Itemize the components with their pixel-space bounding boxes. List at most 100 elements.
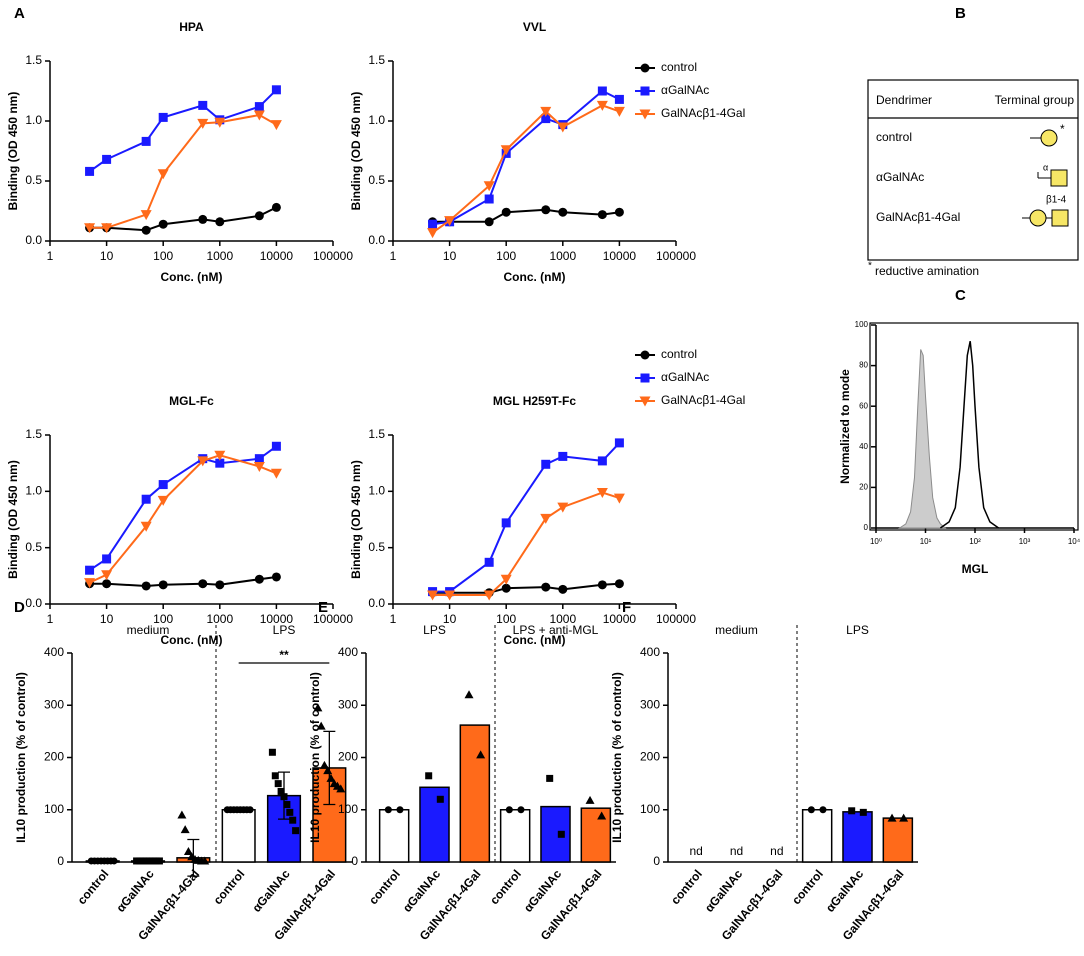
marker: [500, 145, 512, 156]
marker: [597, 86, 607, 96]
marker: [444, 216, 456, 227]
marker: [640, 350, 650, 360]
line: [432, 89, 620, 226]
linkage-label: α: [1043, 162, 1048, 172]
marker: [254, 211, 264, 221]
marker: [558, 451, 568, 461]
bar: [499, 809, 531, 863]
x-tick-label: 10: [100, 612, 114, 626]
x-axis-label: Conc. (nM): [504, 270, 566, 284]
marker: [283, 801, 291, 809]
marker: [277, 787, 285, 795]
marker: [197, 456, 209, 467]
y-tick-label: 300: [338, 697, 358, 711]
y-tick-label: 0: [864, 523, 869, 532]
y-tick-label: 1.5: [25, 53, 42, 67]
x-tick-label: 10²: [969, 537, 981, 546]
x-tick-label: 10¹: [920, 537, 932, 546]
marker: [428, 219, 438, 229]
marker: [597, 580, 607, 590]
marker: [155, 857, 163, 865]
marker: [444, 590, 456, 601]
marker: [517, 806, 525, 814]
marker: [483, 590, 495, 601]
y-tick-label: 1.5: [368, 427, 385, 441]
marker: [198, 100, 208, 110]
marker: [557, 830, 565, 838]
line: [432, 104, 620, 234]
marker: [254, 574, 264, 584]
y-tick-label: 1.5: [368, 53, 385, 67]
panel-label: B: [955, 5, 966, 22]
marker: [215, 217, 225, 227]
marker: [596, 100, 608, 111]
marker: [102, 154, 112, 164]
group-label: LPS + anti-MGL: [513, 623, 599, 637]
y-tick-label: 1.0: [25, 484, 42, 498]
marker: [101, 223, 113, 234]
marker: [597, 811, 607, 820]
table-header: Terminal group: [995, 93, 1075, 107]
marker: [859, 808, 867, 816]
group-label: LPS: [423, 623, 446, 637]
marker: [215, 458, 225, 468]
line: [89, 206, 277, 232]
marker: [140, 521, 152, 532]
marker: [541, 582, 551, 592]
x-tick-label: control: [789, 867, 826, 907]
footnote: reductive amination: [875, 264, 979, 278]
marker: [183, 847, 193, 856]
y-axis-label: IL10 production (% of control): [308, 672, 322, 843]
bar: [221, 809, 256, 863]
error-bar: [187, 838, 200, 877]
x-tick-label: 10³: [1019, 537, 1031, 546]
marker: [158, 480, 168, 490]
panel-label: E: [318, 599, 328, 616]
y-tick-label: 100: [44, 802, 64, 816]
marker: [807, 806, 815, 814]
x-axis-label: Conc. (nM): [161, 270, 223, 284]
y-tick-label: 0.5: [368, 173, 385, 187]
table-row: αGalNAc: [876, 170, 924, 184]
x-tick-label: 10: [443, 249, 457, 263]
marker: [614, 207, 624, 217]
marker: [614, 579, 624, 589]
marker: [140, 210, 152, 221]
x-tick-label: 10000: [603, 249, 637, 263]
table-row: control: [876, 130, 912, 144]
y-tick-label: 100: [640, 802, 660, 816]
group-label: medium: [715, 623, 758, 637]
y-tick-label: 1.0: [368, 484, 385, 498]
x-tick-label: 100: [153, 612, 173, 626]
marker: [158, 580, 168, 590]
group-label: LPS: [273, 623, 296, 637]
marker: [476, 750, 486, 759]
marker: [316, 721, 326, 730]
x-tick-label: 10⁴: [1068, 537, 1081, 546]
line: [89, 445, 277, 572]
marker: [541, 114, 551, 124]
marker: [84, 578, 96, 589]
marker: [270, 120, 282, 131]
y-tick-label: 0: [351, 854, 358, 868]
y-tick-label: 400: [338, 645, 358, 659]
y-tick-label: 1.5: [25, 427, 42, 441]
marker: [557, 122, 569, 133]
x-tick-label: 10000: [260, 249, 294, 263]
marker: [558, 207, 568, 217]
line: [939, 341, 1000, 529]
marker: [158, 112, 168, 122]
marker: [336, 784, 346, 793]
y-axis-label: IL10 production (% of control): [610, 672, 624, 843]
x-tick-label: 10: [100, 249, 114, 263]
marker: [254, 454, 264, 464]
y-tick-label: 200: [640, 750, 660, 764]
marker: [85, 166, 95, 176]
x-tick-label: 1: [390, 612, 397, 626]
marker: [501, 207, 511, 217]
marker: [271, 572, 281, 582]
marker: [200, 856, 210, 865]
group-label: medium: [127, 623, 170, 637]
marker: [640, 373, 650, 383]
y-tick-label: 80: [859, 361, 868, 370]
